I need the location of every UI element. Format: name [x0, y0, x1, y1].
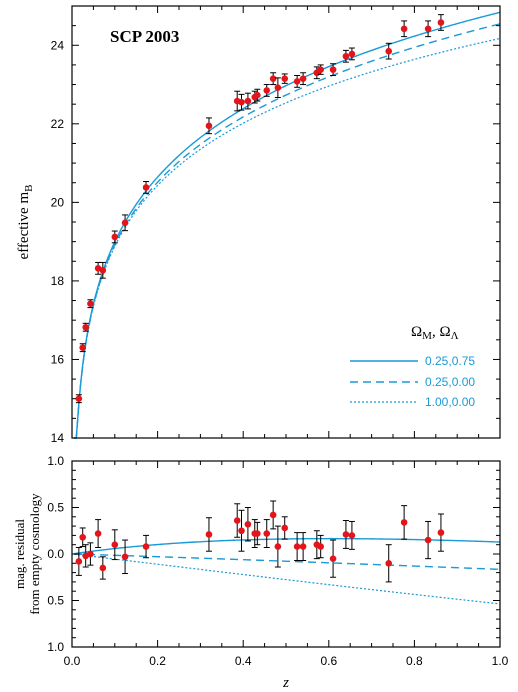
- model-curve-1: [74, 23, 501, 439]
- x-tick-labels: 0.0 0.2 0.4 0.6 0.8 1.0: [64, 654, 509, 668]
- data-point: [424, 25, 432, 33]
- data-point: [142, 184, 150, 191]
- bottom-axis-ticks: [71, 460, 501, 648]
- data-point: [121, 219, 129, 227]
- data-point: [254, 91, 261, 99]
- bottom-plot-frame: [71, 460, 501, 648]
- data-point: [424, 536, 432, 544]
- y-tick-label: 22: [51, 117, 65, 131]
- hubble-diagram-panel: 14 16 18 20 22 24 SCP 2003 effective mB ΩM, Ω…: [16, 5, 501, 445]
- data-point: [94, 530, 102, 537]
- data-point: [269, 75, 277, 82]
- data-point: [317, 66, 324, 73]
- y-tick-label: 24: [51, 38, 65, 52]
- data-point: [254, 530, 261, 537]
- y-tick-label: 20: [51, 195, 65, 209]
- data-point: [244, 97, 252, 105]
- data-point: [263, 530, 271, 537]
- legend-title: ΩM, ΩΛ: [411, 324, 459, 342]
- top-axis-ticks: [71, 5, 501, 439]
- data-point: [111, 233, 119, 241]
- data-point: [79, 533, 86, 541]
- data-point: [293, 78, 301, 85]
- data-point: [385, 560, 393, 567]
- data-point: [329, 555, 337, 562]
- residual-panel: 1.0 0.5 0.0 0.5 1.0 0.0 0.2 0.4 0.6 0.8 1.0 mag. …: [12, 454, 509, 691]
- top-y-tick-labels: 14 16 18 20 22 24: [51, 38, 65, 445]
- data-point: [385, 47, 393, 55]
- data-point: [79, 344, 86, 351]
- data-point: [274, 543, 282, 550]
- data-point: [244, 520, 252, 528]
- data-point: [400, 25, 408, 33]
- data-point: [317, 543, 324, 550]
- data-point: [263, 87, 271, 94]
- chart-title: SCP 2003: [110, 27, 179, 46]
- residual-y-label-line2: from empty cosmology: [27, 493, 42, 615]
- data-point: [238, 527, 245, 535]
- y-tick-label: 18: [51, 274, 65, 288]
- residual-data-points: [75, 500, 445, 583]
- x-tick-label: 0.0: [64, 654, 81, 668]
- x-tick-label: 0.4: [235, 654, 252, 668]
- legend-label-dashed: 0.25,0.00: [425, 375, 475, 389]
- y-tick-label: 1.0: [47, 454, 64, 468]
- residual-curve-0: [74, 537, 501, 555]
- data-point: [87, 550, 94, 558]
- legend: ΩM, ΩΛ 0.25,0.75 0.25,0.00 1.00,0.00: [350, 324, 475, 409]
- x-tick-label: 0.6: [320, 654, 337, 668]
- y-tick-label: 0.5: [47, 501, 64, 515]
- data-point: [299, 75, 307, 82]
- data-point: [281, 524, 289, 532]
- data-point: [329, 66, 337, 73]
- x-tick-label: 1.0: [492, 654, 509, 668]
- data-point: [75, 558, 83, 565]
- data-point: [233, 517, 241, 524]
- data-point: [400, 519, 408, 526]
- bottom-y-tick-labels: 1.0 0.5 0.0 0.5 1.0: [47, 454, 64, 654]
- residual-y-label-line1: mag. residual: [12, 519, 27, 589]
- data-point: [269, 511, 277, 519]
- residual-curve-1: [74, 553, 501, 571]
- data-point: [111, 541, 119, 548]
- y-tick-label: 1.0: [47, 640, 64, 654]
- data-point: [437, 19, 445, 26]
- data-point: [205, 122, 213, 130]
- data-point: [99, 564, 107, 572]
- legend-label-solid: 0.25,0.75: [425, 354, 475, 368]
- residual-model-curves: [74, 537, 501, 605]
- x-axis-label: z: [282, 675, 289, 691]
- data-point: [87, 300, 94, 307]
- model-curve-2: [74, 37, 501, 439]
- x-tick-label: 0.8: [406, 654, 423, 668]
- data-point: [348, 50, 356, 58]
- data-point: [342, 531, 350, 538]
- data-point: [437, 529, 445, 536]
- data-point: [82, 323, 89, 331]
- y-tick-label: 14: [51, 431, 65, 445]
- y-tick-label: 16: [51, 352, 65, 366]
- top-plot-frame: [71, 5, 501, 439]
- data-point: [121, 553, 129, 561]
- residual-curve-2: [74, 553, 501, 605]
- data-point: [342, 52, 350, 60]
- data-point: [205, 531, 213, 538]
- y-tick-label: 0.0: [47, 547, 64, 561]
- x-tick-label: 0.2: [149, 654, 166, 668]
- legend-label-dotted: 1.00,0.00: [425, 395, 475, 409]
- data-point: [281, 75, 289, 82]
- y-tick-label: 0.5: [47, 594, 64, 608]
- data-point: [238, 98, 245, 106]
- data-point: [274, 84, 282, 91]
- data-point: [293, 543, 301, 550]
- data-points: [75, 14, 445, 404]
- data-point: [75, 395, 83, 403]
- data-point: [299, 543, 307, 550]
- y-axis-label: effective mB: [16, 185, 35, 260]
- data-point: [142, 543, 150, 550]
- data-point: [99, 267, 107, 274]
- data-point: [348, 532, 356, 539]
